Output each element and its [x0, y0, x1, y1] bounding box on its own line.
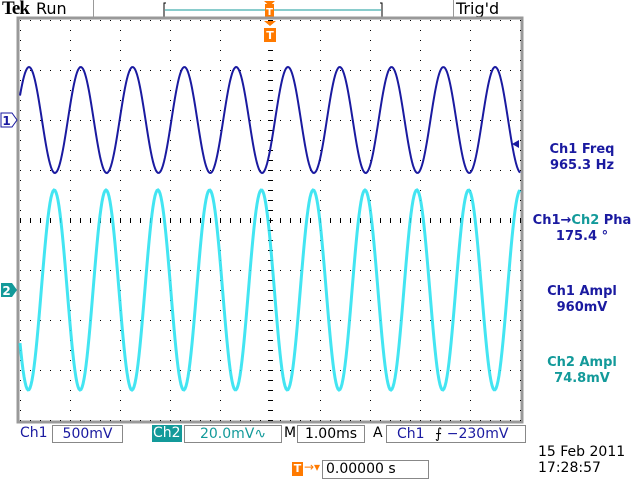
- ch2-waveform: [18, 188, 522, 392]
- arrow-icon: →▾: [304, 460, 321, 474]
- trigger-position-icon: [265, 4, 274, 17]
- graticule-border: [16, 16, 524, 424]
- trigger-settings[interactable]: Ch1 ⨍ −230mV: [386, 425, 526, 443]
- brand-logo: Tek: [2, 0, 30, 19]
- divider: [93, 0, 94, 18]
- trigger-marker[interactable]: T: [264, 21, 276, 42]
- svg-text:T: T: [266, 7, 273, 18]
- trigger-mode: A: [373, 425, 383, 441]
- svg-text:2: 2: [2, 284, 10, 298]
- ch2-ground-marker[interactable]: 2: [1, 283, 17, 298]
- ch1-scale[interactable]: 500mV: [52, 425, 123, 443]
- trigger-level-marker[interactable]: [512, 140, 519, 148]
- timebase-scale[interactable]: 1.00ms: [297, 425, 365, 443]
- ch1-ground-marker[interactable]: 1: [0, 112, 18, 128]
- measurement-ch1-ampl: Ch1 Ampl 960mV: [547, 284, 617, 315]
- graticule: [20, 20, 521, 421]
- ch2-label[interactable]: Ch2: [152, 425, 182, 442]
- trigger-position-readout[interactable]: 0.00000 s: [322, 460, 429, 479]
- svg-text:T: T: [266, 29, 274, 42]
- acquisition-state: Run: [36, 0, 67, 18]
- measurement-ch2-ampl: Ch2 Ampl 74.8mV: [547, 355, 617, 386]
- measurement-ch1-freq: Ch1 Freq 965.3 Hz: [549, 142, 615, 173]
- timebase-label: M: [284, 425, 297, 441]
- svg-text:1: 1: [2, 114, 10, 128]
- datetime: 15 Feb 2011 17:28:57: [538, 444, 626, 476]
- rising-edge-icon: ⨍: [435, 426, 443, 442]
- divider: [453, 0, 454, 18]
- ch1-waveform: [19, 65, 521, 175]
- ch2-scale[interactable]: 20.0mV∿: [184, 425, 282, 443]
- measurement-phase: Ch1→Ch2 Pha 175.4 °: [532, 213, 632, 244]
- ch1-label[interactable]: Ch1: [20, 425, 48, 441]
- trigger-status: Trig'd: [456, 0, 500, 18]
- trigger-position-icon: T: [292, 462, 303, 476]
